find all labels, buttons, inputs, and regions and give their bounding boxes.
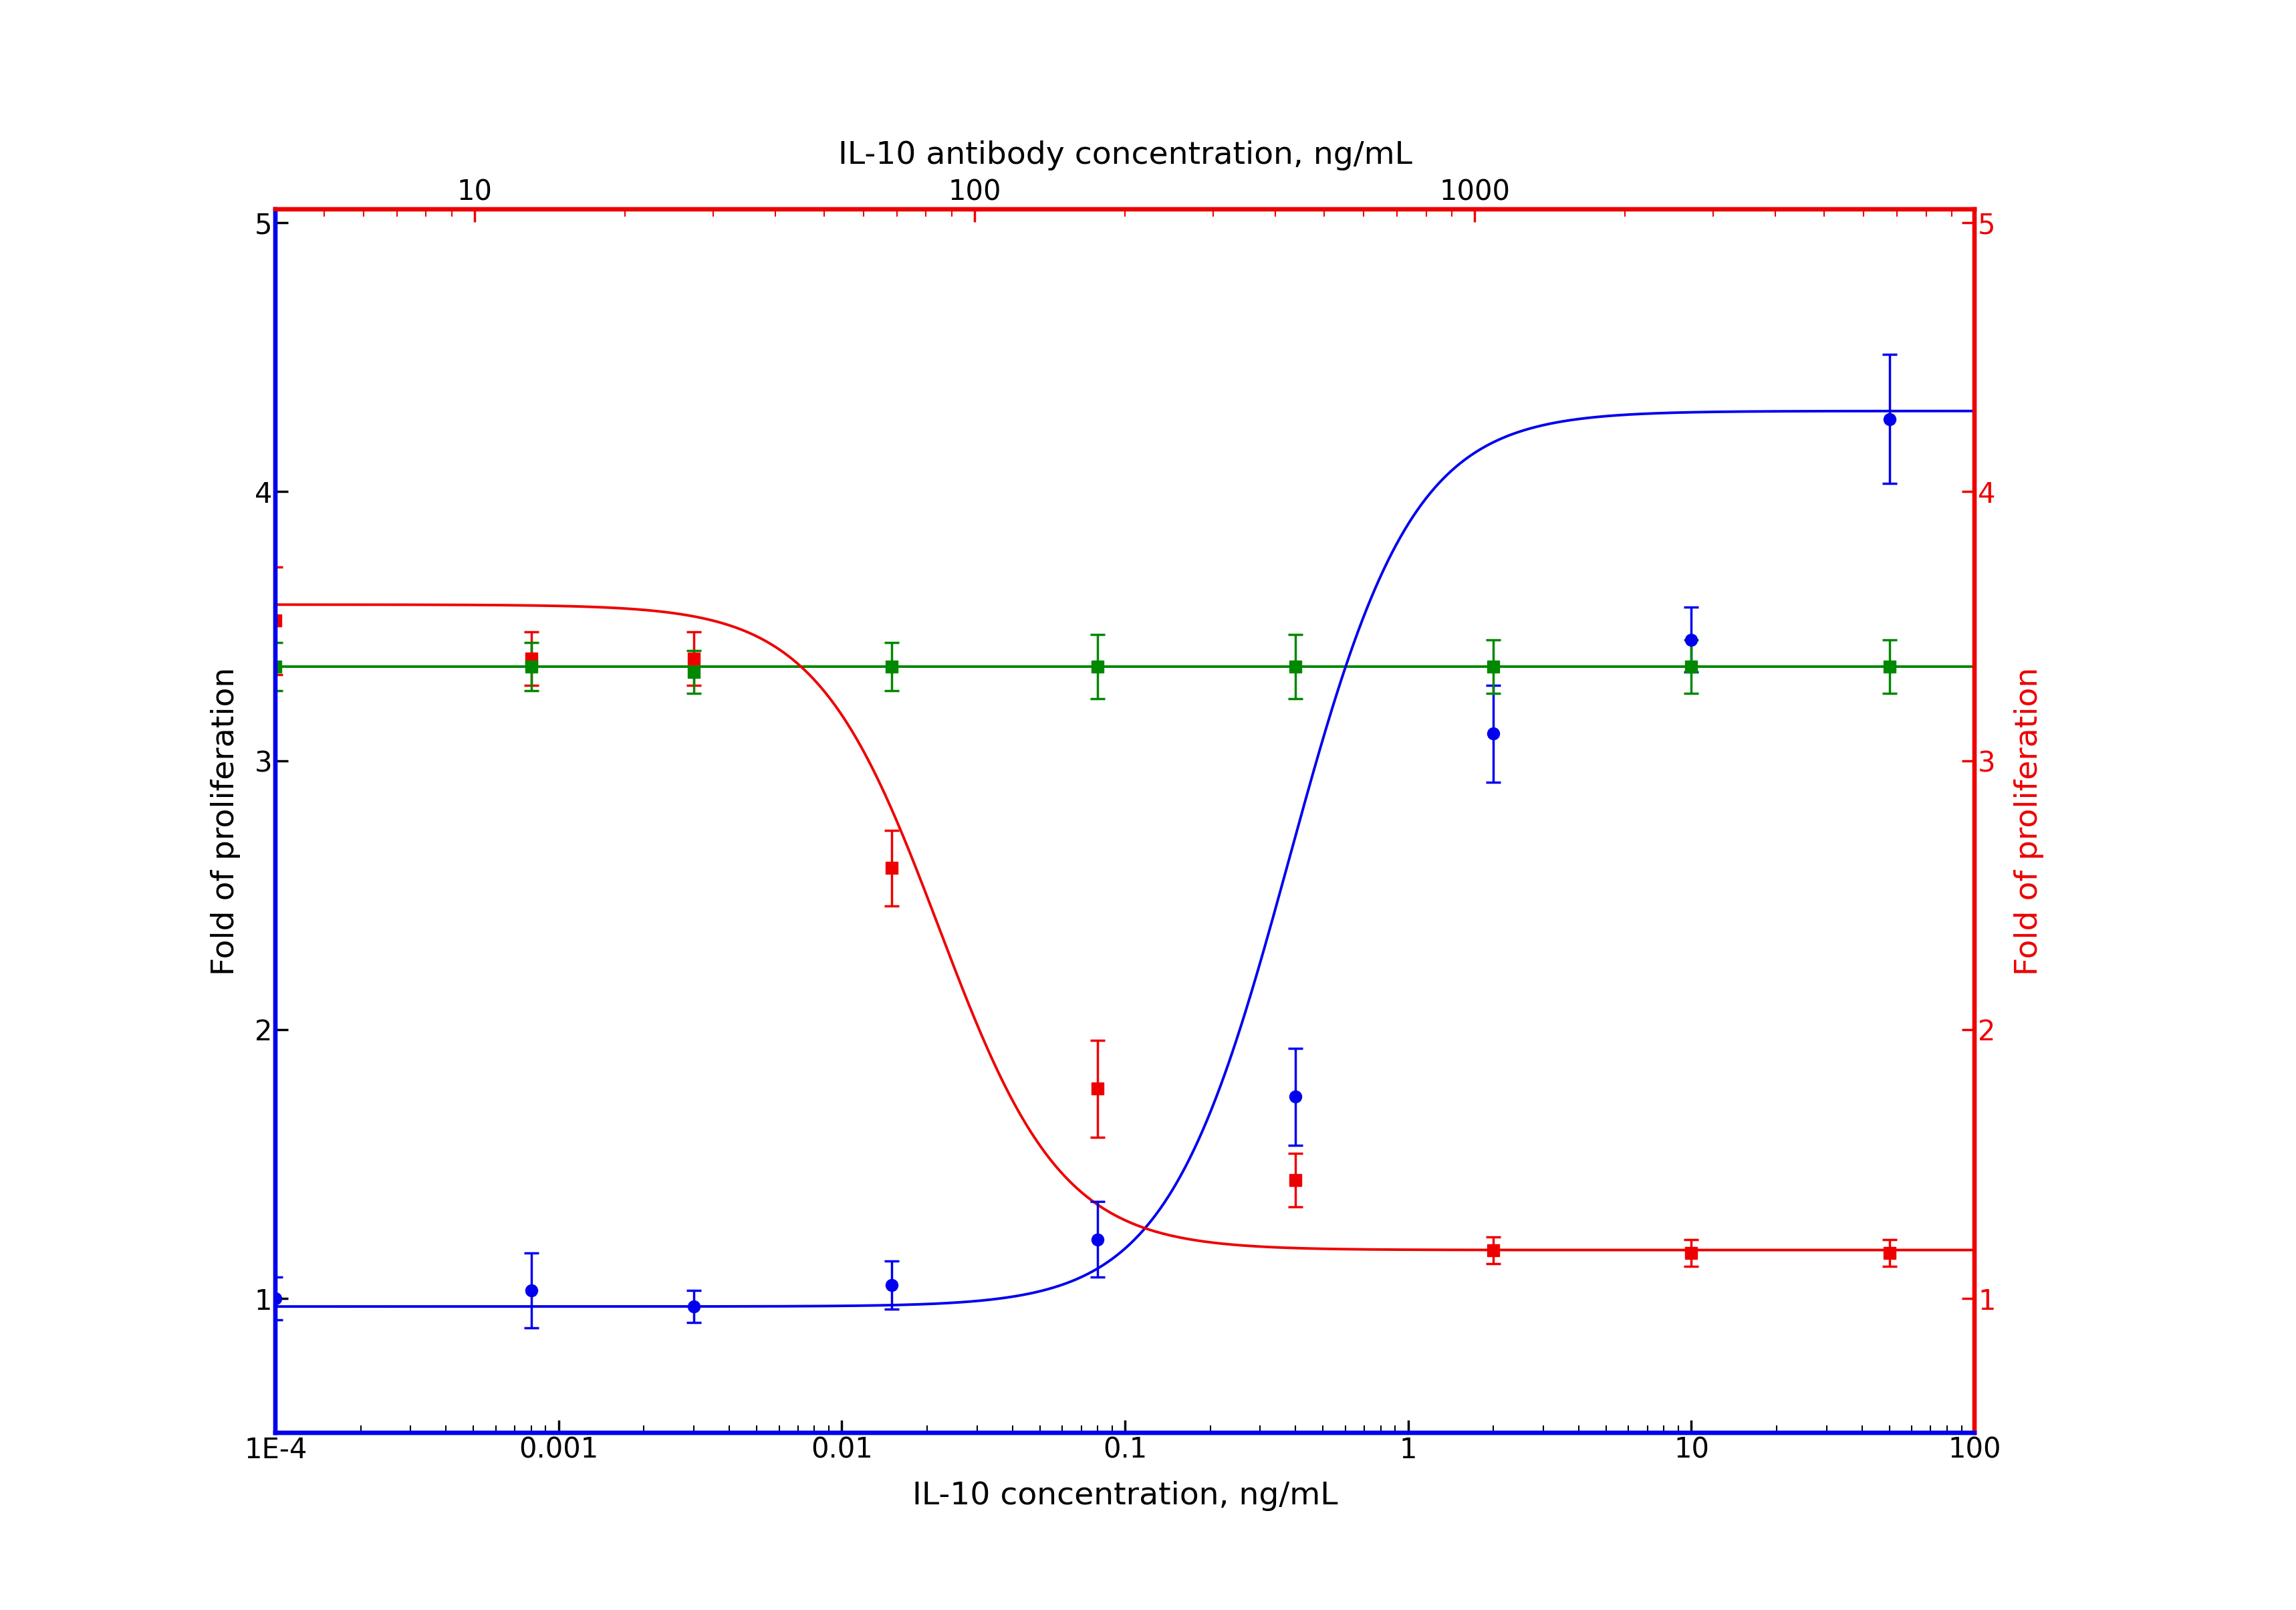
X-axis label: IL-10 concentration, ng/mL: IL-10 concentration, ng/mL (912, 1481, 1339, 1512)
Y-axis label: Fold of proliferation: Fold of proliferation (2014, 667, 2043, 976)
X-axis label: IL-10 antibody concentration, ng/mL: IL-10 antibody concentration, ng/mL (838, 140, 1412, 171)
Y-axis label: Fold of proliferation: Fold of proliferation (211, 667, 241, 976)
